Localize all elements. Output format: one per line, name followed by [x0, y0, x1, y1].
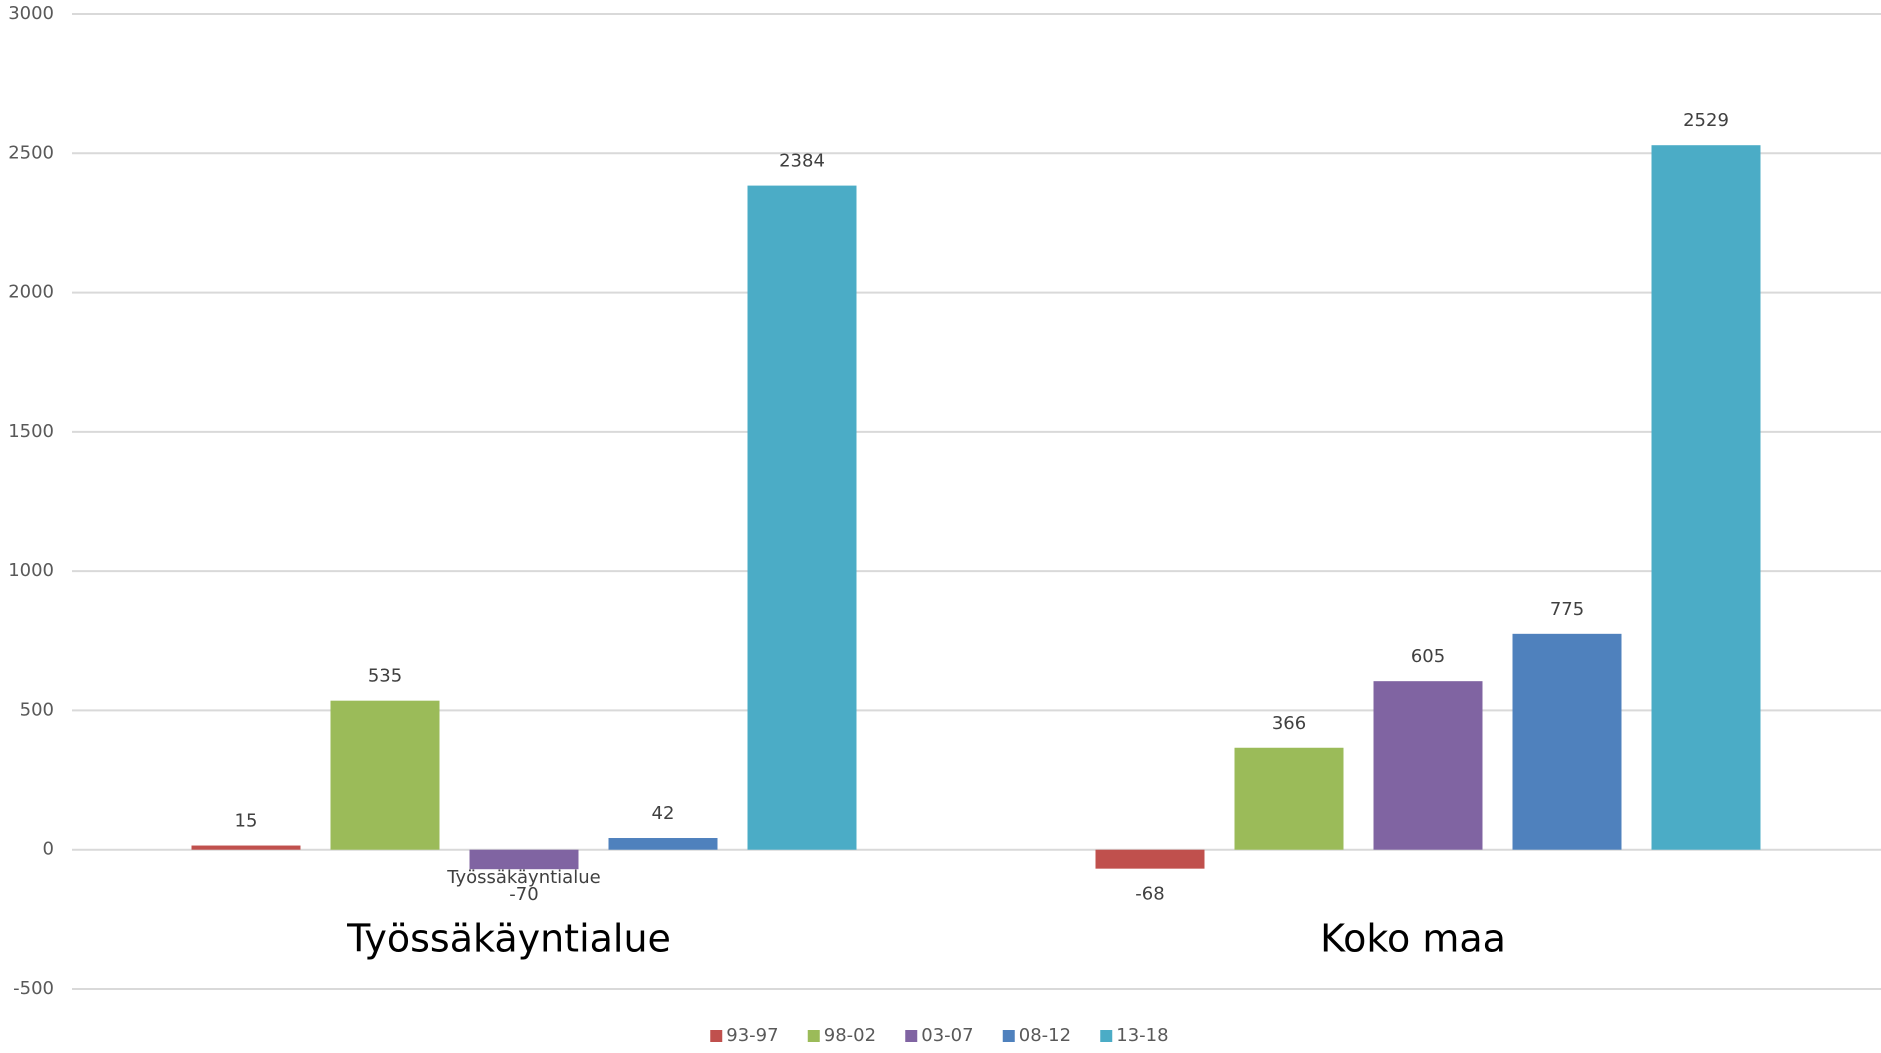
bar — [191, 845, 301, 850]
legend-label: 13-18 — [1116, 1025, 1168, 1046]
category-label: Työssäkäyntialue — [346, 917, 671, 961]
y-tick-label: 1000 — [8, 560, 54, 581]
y-tick-label: 0 — [43, 839, 54, 860]
legend-label: 93-97 — [726, 1025, 778, 1046]
data-label: 535 — [368, 666, 402, 687]
data-label: 366 — [1272, 713, 1306, 734]
data-label: 2529 — [1683, 110, 1729, 131]
legend-label: 08-12 — [1019, 1025, 1071, 1046]
bar — [1651, 145, 1761, 850]
legend-swatch — [905, 1030, 918, 1042]
category-label: Koko maa — [1320, 917, 1506, 961]
annotation: Työssäkäyntialue — [446, 867, 600, 888]
bar — [1095, 849, 1205, 869]
data-label: 775 — [1550, 599, 1584, 620]
legend-swatch — [1100, 1030, 1113, 1042]
legend-label: 03-07 — [921, 1025, 973, 1046]
data-label: 2384 — [779, 151, 825, 172]
y-tick-label: 1500 — [8, 421, 54, 442]
legend-swatch — [807, 1030, 820, 1042]
data-label: -68 — [1135, 884, 1164, 905]
bar — [469, 849, 579, 870]
bar — [1373, 681, 1483, 850]
legend-swatch — [710, 1030, 723, 1042]
bar — [1512, 633, 1622, 850]
y-tick-label: 3000 — [8, 3, 54, 24]
bar — [1234, 747, 1344, 850]
y-tick-label: 2000 — [8, 282, 54, 303]
bar — [747, 185, 857, 850]
y-tick-label: 2500 — [8, 142, 54, 163]
bar — [608, 838, 718, 850]
data-label: 605 — [1411, 646, 1445, 667]
legend-label: 98-02 — [824, 1025, 876, 1046]
y-tick-label: 500 — [20, 699, 54, 720]
y-tick-label: -500 — [13, 978, 54, 999]
data-label: 42 — [652, 803, 675, 824]
data-label: 15 — [235, 811, 258, 832]
legend-swatch — [1002, 1030, 1015, 1042]
data-label: -70 — [509, 884, 538, 905]
bar — [330, 700, 440, 850]
